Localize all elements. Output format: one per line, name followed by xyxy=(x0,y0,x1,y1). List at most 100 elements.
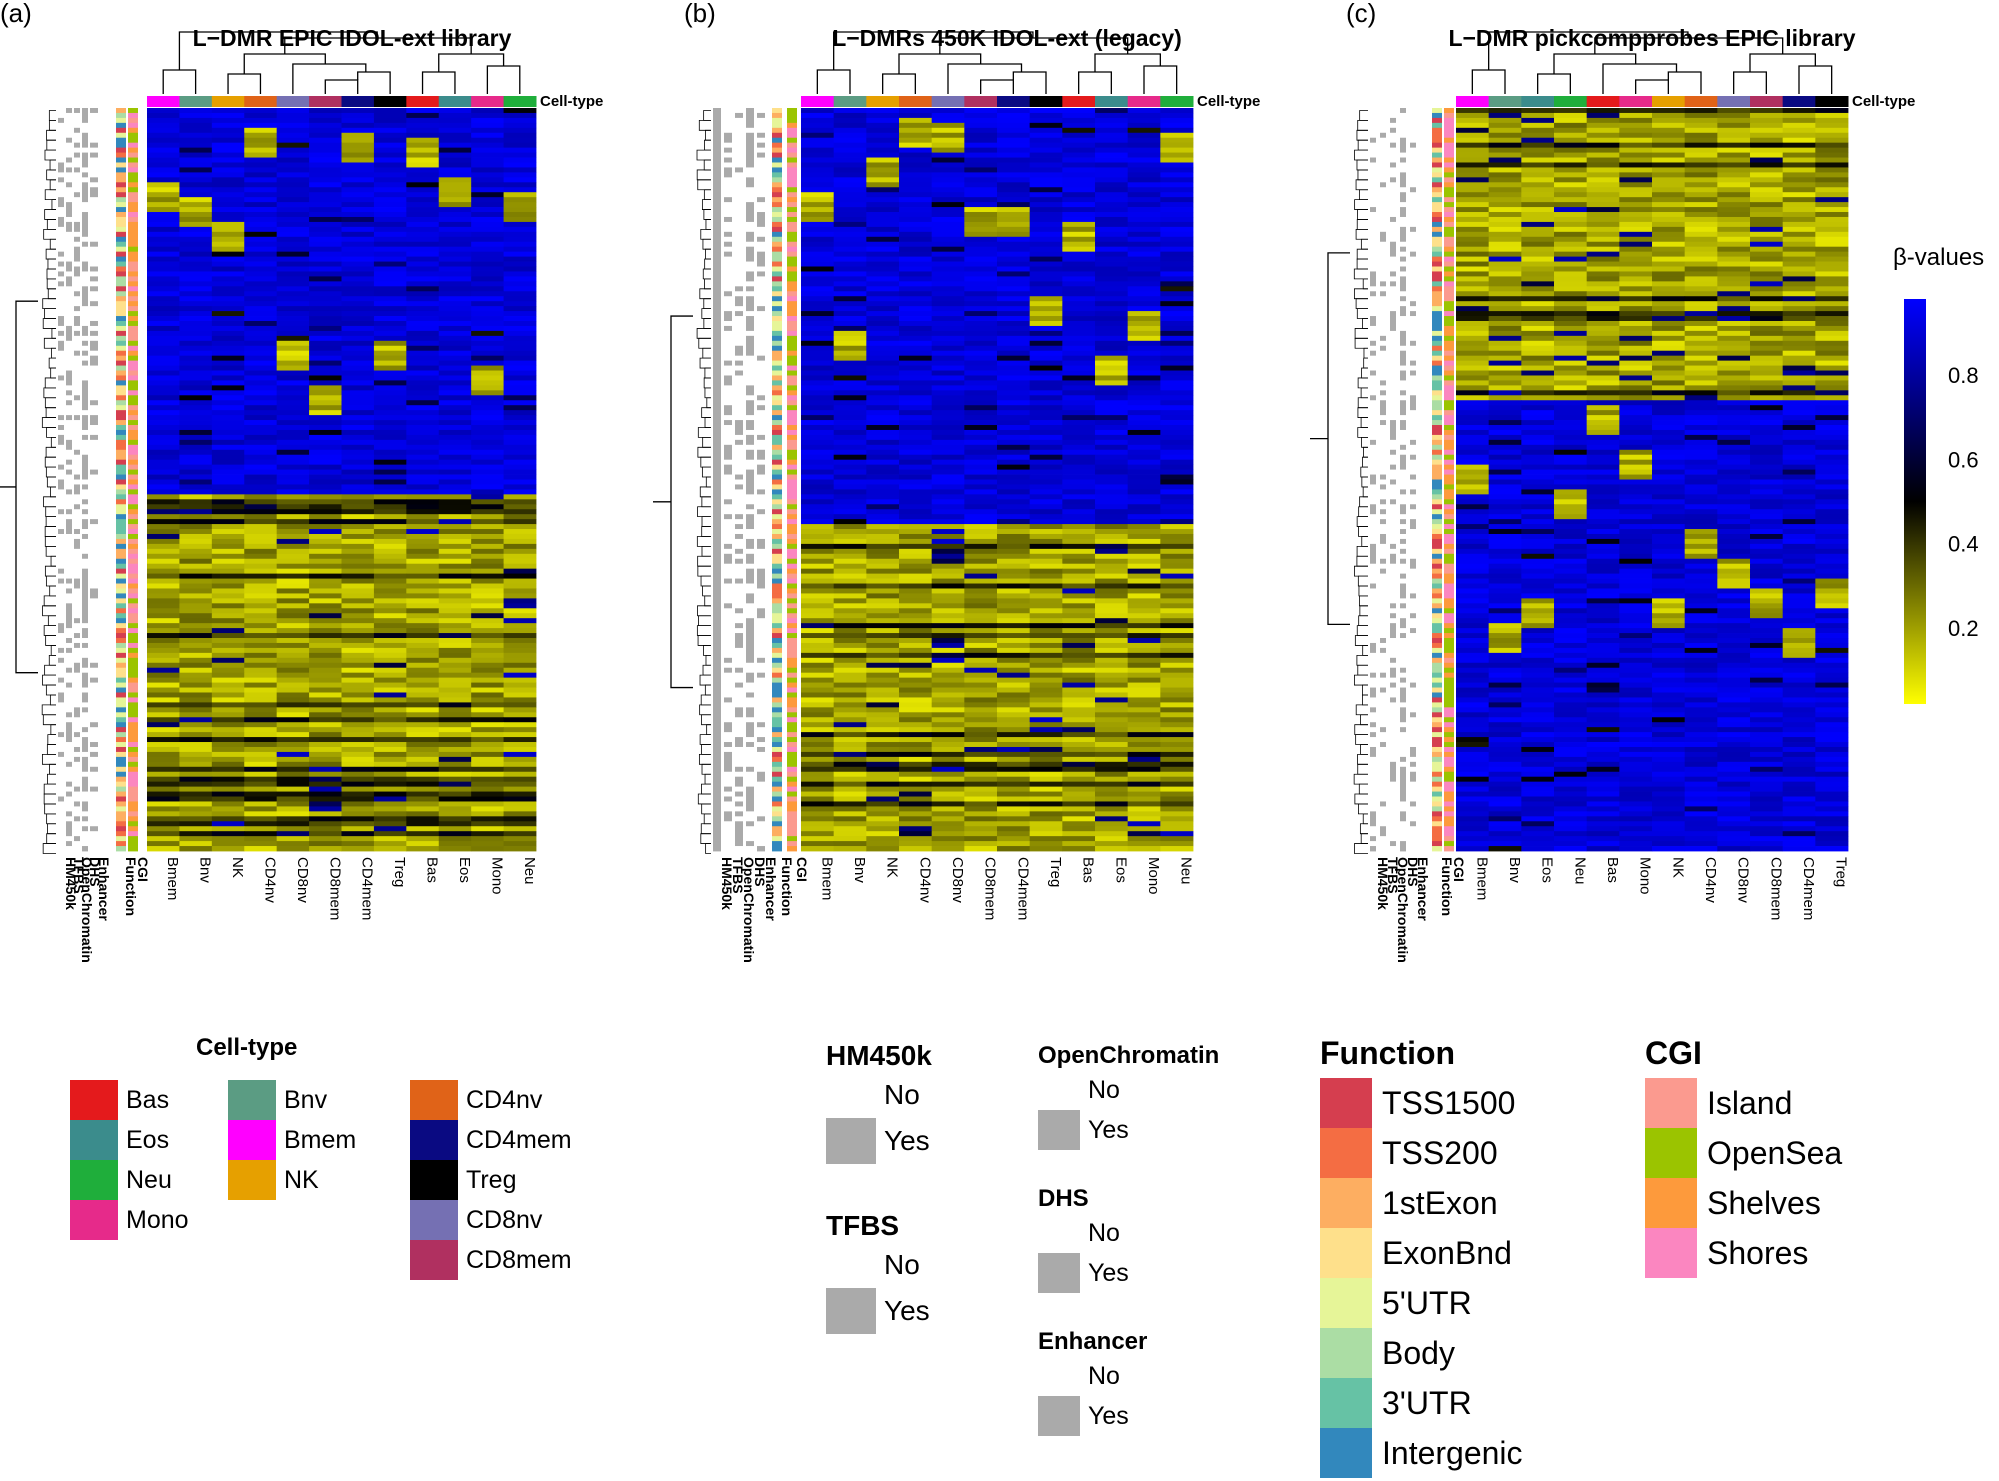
function-legend-item-body-swatch xyxy=(1320,1328,1372,1378)
cgi-legend-item-island-swatch xyxy=(1645,1078,1697,1128)
column-dendrogram xyxy=(816,31,1178,94)
celltype-legend-item-cd8mem-label: CD8mem xyxy=(466,1245,572,1274)
tfbs-legend-no: No xyxy=(884,1249,920,1280)
enhancer-legend-title: Enhancer xyxy=(1038,1328,1148,1355)
row-annotation-label-function: Function xyxy=(123,857,139,916)
column-label-cd4nv: CD4nv xyxy=(1702,857,1719,903)
column-dendrogram xyxy=(162,31,521,94)
row-annotation-label-function: Function xyxy=(779,857,795,916)
celltype-bar-bnv xyxy=(179,96,213,107)
dhs-legend: DHS No Yes xyxy=(1038,1185,1129,1293)
dhs-legend-title: DHS xyxy=(1038,1185,1089,1212)
function-legend-item-intergenic: Intergenic xyxy=(1320,1428,1523,1478)
heatmap-panel-1: (a)L−DMR EPIC IDOL-ext libraryCell-typeB… xyxy=(0,0,603,963)
celltype-bar-bmem xyxy=(801,96,835,107)
column-label-bmem: Bmem xyxy=(818,857,835,900)
function-legend-item-exonbnd: ExonBnd xyxy=(1320,1228,1523,1278)
heatmap-cells xyxy=(147,108,537,852)
celltype-legend-item-eos: Eos xyxy=(70,1120,189,1160)
row-annotation-label-hm450k: HM450k xyxy=(719,857,735,910)
column-label-bas: Bas xyxy=(1080,857,1097,883)
color-scale-tick: 0.2 xyxy=(1948,616,1979,641)
function-legend: Function TSS1500 TSS200 1stExon ExonBnd 5'UT… xyxy=(1320,1035,1523,1478)
row-annotation-label-cgi: CGI xyxy=(1451,857,1467,882)
row-dendrogram xyxy=(0,110,56,854)
function-legend-item-5utr: 5'UTR xyxy=(1320,1278,1523,1328)
celltype-legend-item-cd8mem: CD8mem xyxy=(410,1240,572,1280)
celltype-bar-neu xyxy=(1160,96,1194,107)
function-legend-item-5utr-label: 5'UTR xyxy=(1382,1284,1472,1321)
celltype-bar-bas xyxy=(1586,96,1620,107)
celltype-legend-item-cd4nv-swatch xyxy=(410,1080,458,1120)
celltype-bar-bmem xyxy=(1456,96,1490,107)
celltype-legend-item-bnv: Bnv xyxy=(228,1080,356,1120)
cgi-legend-title: CGI xyxy=(1645,1035,1702,1071)
cgi-legend-item-shelves-label: Shelves xyxy=(1707,1184,1821,1221)
celltype-bar-mono xyxy=(1619,96,1653,107)
celltype-legend-item-mono: Mono xyxy=(70,1200,189,1240)
function-legend-title: Function xyxy=(1320,1035,1456,1071)
cgi-legend: CGI Island OpenSea Shelves Shores xyxy=(1645,1035,1842,1278)
column-label-nk: NK xyxy=(229,857,246,878)
celltype-bar-label: Cell-type xyxy=(540,93,603,110)
celltype-bar-neu xyxy=(503,96,537,107)
celltype-bar-cd8mem xyxy=(309,96,342,107)
celltype-legend-item-cd4mem-label: CD4mem xyxy=(466,1125,572,1154)
row-annotation-label-cgi: CGI xyxy=(794,857,810,882)
color-scale-tick: 0.4 xyxy=(1948,532,1979,557)
cgi-legend-item-island: Island xyxy=(1645,1078,1842,1128)
row-annotation-label-dhs: DHS xyxy=(1405,857,1421,887)
celltype-legend-item-eos-swatch xyxy=(70,1120,118,1160)
celltype-legend-item-bmem-label: Bmem xyxy=(284,1125,357,1154)
hm450k-legend-title: HM450k xyxy=(826,1040,932,1071)
celltype-bar-cd4nv xyxy=(899,96,933,107)
color-scale: β-values 0.8 0.6 0.4 0.2 xyxy=(1893,244,1984,704)
column-label-cd8mem: CD8mem xyxy=(1767,857,1784,920)
heatmap-cells xyxy=(1456,108,1849,852)
celltype-bar-eos xyxy=(438,96,472,107)
column-label-bnv: Bnv xyxy=(851,857,868,883)
celltype-legend-item-neu-swatch xyxy=(70,1160,118,1200)
heatmap-panel-2: (b)L−DMRs 450K IDOL-ext (legacy)Cell-typ… xyxy=(653,0,1260,963)
enhancer-legend-no: No xyxy=(1088,1361,1120,1390)
tfbs-legend: TFBS No Yes xyxy=(826,1210,930,1334)
color-scale-tick: 0.6 xyxy=(1948,447,1979,472)
function-legend-item-3utr: 3'UTR xyxy=(1320,1378,1523,1428)
column-label-bnv: Bnv xyxy=(197,857,214,883)
color-scale-bar xyxy=(1904,299,1926,704)
column-label-nk: NK xyxy=(1669,857,1686,878)
celltype-legend-item-cd4nv: CD4nv xyxy=(410,1080,572,1120)
row-annotation-label-function: Function xyxy=(1439,857,1455,916)
celltype-bar-nk xyxy=(1652,96,1686,107)
celltype-legend-item-bnv-swatch xyxy=(228,1080,276,1120)
celltype-bar-treg xyxy=(1815,96,1849,107)
celltype-legend-item-cd4mem-swatch xyxy=(410,1120,458,1160)
celltype-legend-item-cd8nv: CD8nv xyxy=(410,1200,572,1240)
function-legend-item-3utr-label: 3'UTR xyxy=(1382,1384,1472,1421)
celltype-bar-treg xyxy=(1029,96,1063,107)
celltype-legend-title: Cell-type xyxy=(196,1034,298,1061)
celltype-legend-item-neu: Neu xyxy=(70,1160,189,1200)
dhs-legend-no: No xyxy=(1088,1218,1120,1247)
openchromatin-legend-yes: Yes xyxy=(1038,1110,1219,1150)
column-label-eos: Eos xyxy=(456,857,473,883)
celltype-legend-item-bas-swatch xyxy=(70,1080,118,1120)
celltype-legend-item-treg: Treg xyxy=(410,1160,572,1200)
row-annotations xyxy=(58,108,138,852)
row-annotation-label-tfbs: TFBS xyxy=(1385,857,1401,894)
hm450k-legend-no: No xyxy=(884,1079,920,1110)
column-label-mono: Mono xyxy=(488,857,505,895)
hm450k-legend-yes: Yes xyxy=(826,1118,932,1164)
openchromatin-legend: OpenChromatin No Yes xyxy=(1038,1042,1219,1150)
celltype-bar-cd4nv xyxy=(244,96,278,107)
column-label-neu: Neu xyxy=(521,857,538,885)
celltype-bar-label: Cell-type xyxy=(1197,93,1260,110)
celltype-bar-eos xyxy=(1521,96,1555,107)
column-label-cd4mem: CD4mem xyxy=(359,857,376,920)
function-legend-item-intergenic-label: Intergenic xyxy=(1382,1434,1523,1471)
celltype-legend-item-bmem-swatch xyxy=(228,1120,276,1160)
celltype-legend-item-cd4mem: CD4mem xyxy=(410,1120,572,1160)
function-legend-item-exonbnd-swatch xyxy=(1320,1228,1372,1278)
celltype-bar-cd8nv xyxy=(1717,96,1751,107)
row-annotation-label-openchromatin: OpenChromatin xyxy=(79,857,95,963)
